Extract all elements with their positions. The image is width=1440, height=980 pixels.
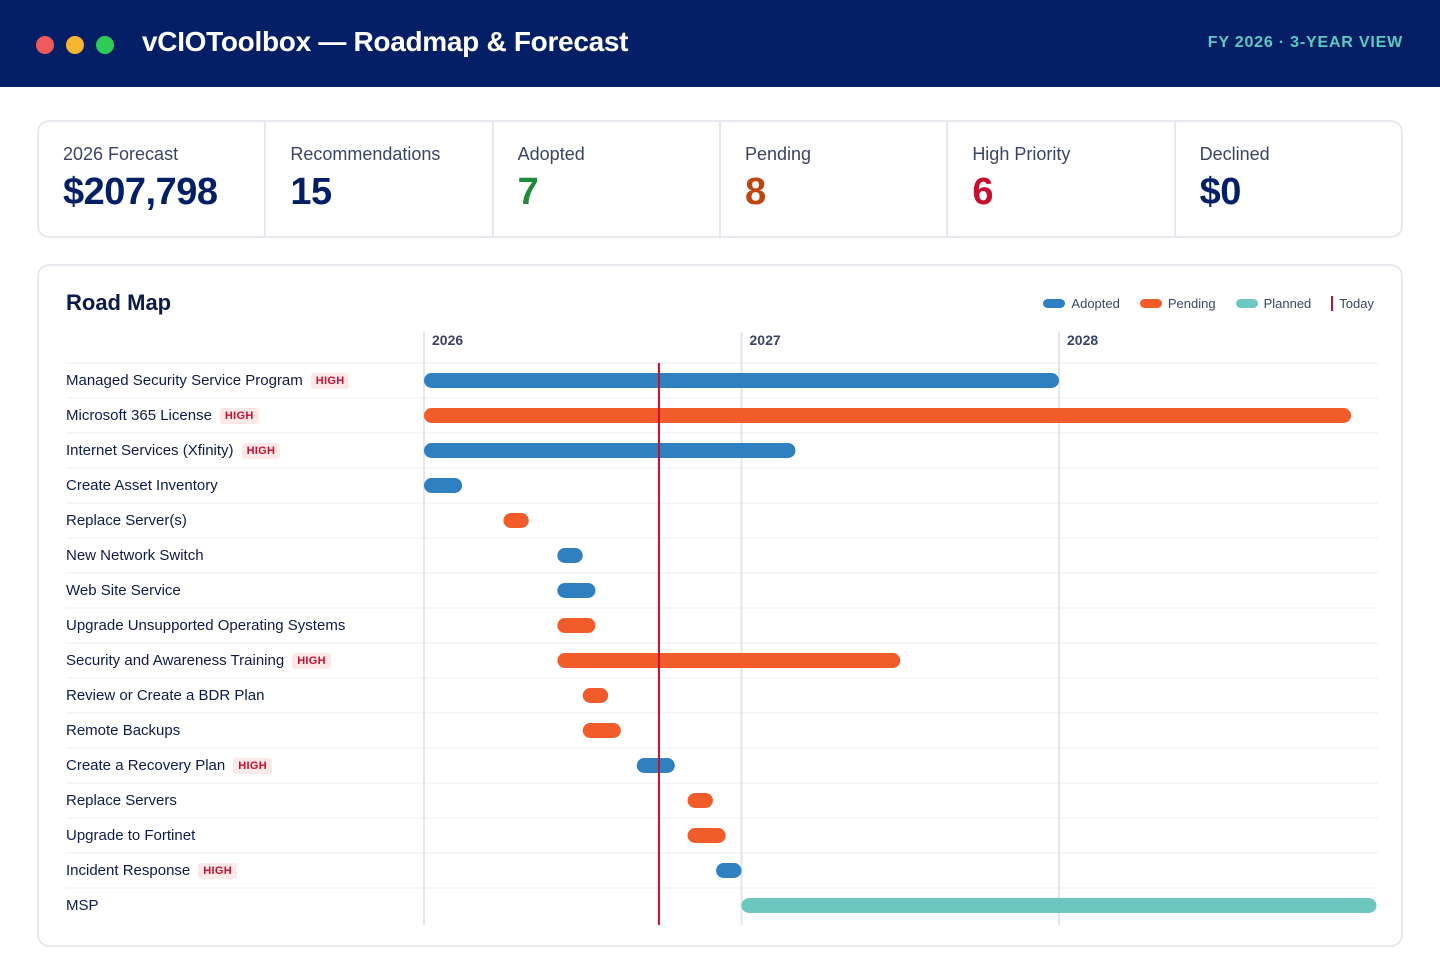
roadmap-chart: 2026 2027 2028 Managed Security Service Pro… [39, 266, 1405, 949]
roadmap-row-label[interactable]: Upgrade to Fortinet [66, 818, 195, 853]
item-name: MSP [66, 897, 99, 914]
kpi-label: Declined [1199, 144, 1270, 164]
year-label: 2028 [1067, 332, 1099, 348]
item-name: Microsoft 365 License [66, 407, 212, 424]
roadmap-row-label[interactable]: Create a Recovery Plan HIGH [66, 748, 272, 783]
gantt-bar-pending[interactable] [424, 408, 1352, 423]
item-name: Web Site Service [66, 582, 181, 599]
item-name: New Network Switch [66, 547, 204, 564]
high-priority-badge: HIGH [310, 372, 350, 389]
gantt-bar-adopted[interactable] [557, 583, 596, 598]
roadmap-row-label[interactable]: Incident Response HIGH [66, 853, 237, 888]
roadmap-row-label[interactable]: Review or Create a BDR Plan [66, 678, 264, 713]
kpi-label: 2026 Forecast [63, 144, 179, 164]
roadmap-card: 2026 2027 2028 Managed Security Service Pro… [37, 264, 1403, 947]
gantt-bar-pending[interactable] [687, 828, 726, 843]
roadmap-title: Road Map [66, 290, 172, 315]
legend-label: Today [1339, 296, 1374, 311]
kpi-adopted: Adopted 7 [494, 122, 721, 236]
kpi-label: High Priority [972, 144, 1071, 164]
legend-swatch-adopted [1043, 299, 1066, 308]
legend-label: Adopted [1071, 296, 1120, 311]
item-name: Replace Server(s) [66, 512, 187, 529]
item-name: Create a Recovery Plan [66, 757, 226, 774]
gantt-svg [66, 332, 1378, 925]
roadmap-row-label[interactable]: Web Site Service [66, 573, 181, 608]
gantt-bar-pending[interactable] [557, 653, 901, 668]
legend-pending: Pending [1139, 296, 1216, 311]
legend-swatch-planned [1235, 299, 1258, 308]
gantt-bar-adopted[interactable] [424, 478, 463, 493]
roadmap-row-label[interactable]: MSP [66, 888, 99, 923]
title-bar: vCIOToolbox — Roadmap & Forecast FY 2026… [0, 0, 1440, 87]
window-maximize-button[interactable] [96, 36, 114, 54]
kpi-value: 8 [744, 171, 766, 213]
item-name: Internet Services (Xfinity) [66, 442, 234, 459]
year-label: 2027 [749, 332, 781, 348]
legend-swatch-pending [1139, 299, 1162, 308]
year-label: 2026 [432, 332, 464, 348]
legend-adopted: Adopted [1043, 296, 1120, 311]
kpi-recommendations: Recommendations 15 [266, 122, 494, 236]
gantt-bar-pending[interactable] [503, 513, 529, 528]
gantt-bar-planned[interactable] [741, 898, 1377, 913]
roadmap-row-label[interactable]: Microsoft 365 License HIGH [66, 398, 259, 433]
high-priority-badge: HIGH [233, 757, 272, 774]
roadmap-row-label[interactable]: Create Asset Inventory [66, 468, 218, 503]
gantt-bar-adopted[interactable] [424, 373, 1059, 388]
high-priority-badge: HIGH [198, 862, 237, 879]
item-name: Incident Response [66, 862, 191, 879]
item-name: Upgrade Unsupported Operating Systems [66, 617, 346, 634]
item-name: Upgrade to Fortinet [66, 827, 196, 844]
window-minimize-button[interactable] [66, 36, 84, 54]
gantt-bar-pending[interactable] [582, 688, 609, 703]
roadmap-row-label[interactable]: Upgrade Unsupported Operating Systems [66, 608, 345, 643]
roadmap-row-label[interactable]: Internet Services (Xfinity) HIGH [66, 433, 281, 468]
gantt-bar-adopted[interactable] [557, 548, 583, 563]
legend-label: Pending [1167, 296, 1216, 311]
kpi-pending: Pending 8 [721, 122, 949, 236]
high-priority-badge: HIGH [241, 442, 281, 459]
app-title: vCIOToolbox — Roadmap & Forecast [142, 26, 629, 57]
kpi-forecast: 2026 Forecast $207,798 [39, 122, 267, 236]
kpi-label: Pending [744, 144, 812, 164]
item-name: Security and Awareness Training [66, 652, 285, 669]
high-priority-badge: HIGH [292, 652, 331, 669]
gantt-bar-adopted[interactable] [636, 758, 675, 773]
item-name: Managed Security Service Program [66, 372, 303, 389]
legend-label: Planned [1263, 296, 1312, 311]
kpi-high-priority: High Priority 6 [948, 122, 1176, 236]
roadmap-row-label[interactable]: Security and Awareness Training HIGH [66, 643, 331, 678]
roadmap-row-label[interactable]: Remote Backups [66, 713, 180, 748]
kpi-value: 15 [290, 171, 332, 213]
kpi-value: $0 [1199, 171, 1242, 213]
item-name: Create Asset Inventory [66, 477, 218, 494]
roadmap-row-label[interactable]: Managed Security Service Program HIGH [66, 363, 350, 398]
gantt-bar-pending[interactable] [582, 723, 621, 738]
gantt-bar-adopted[interactable] [424, 443, 796, 458]
roadmap-legend: Adopted Pending Planned Today [1043, 296, 1374, 311]
roadmap-row-label[interactable]: New Network Switch [66, 538, 204, 573]
item-name: Remote Backups [66, 722, 181, 739]
legend-planned: Planned [1235, 296, 1312, 311]
window-close-button[interactable] [36, 36, 54, 54]
gantt-bar-pending[interactable] [557, 618, 596, 633]
kpi-label: Recommendations [290, 144, 441, 164]
gantt-bar-pending[interactable] [687, 793, 713, 808]
legend-today: Today [1331, 296, 1374, 311]
view-label: FY 2026 · 3-YEAR VIEW [1207, 34, 1403, 51]
kpi-value: $207,798 [63, 171, 218, 213]
roadmap-row-label[interactable]: Replace Server(s) [66, 503, 187, 538]
gantt-bar-adopted[interactable] [716, 863, 742, 878]
legend-swatch-today [1331, 296, 1334, 311]
roadmap-row-label[interactable]: Replace Servers [66, 783, 177, 818]
item-name: Review or Create a BDR Plan [66, 687, 265, 704]
kpi-label: Adopted [517, 144, 585, 164]
kpi-declined: Declined $0 [1176, 122, 1401, 236]
kpi-summary-card: 2026 Forecast $207,798 Recommendations 1… [37, 120, 1403, 238]
kpi-value: 6 [972, 171, 993, 213]
kpi-value: 7 [517, 171, 539, 213]
high-priority-badge: HIGH [219, 407, 259, 424]
item-name: Replace Servers [66, 792, 177, 809]
